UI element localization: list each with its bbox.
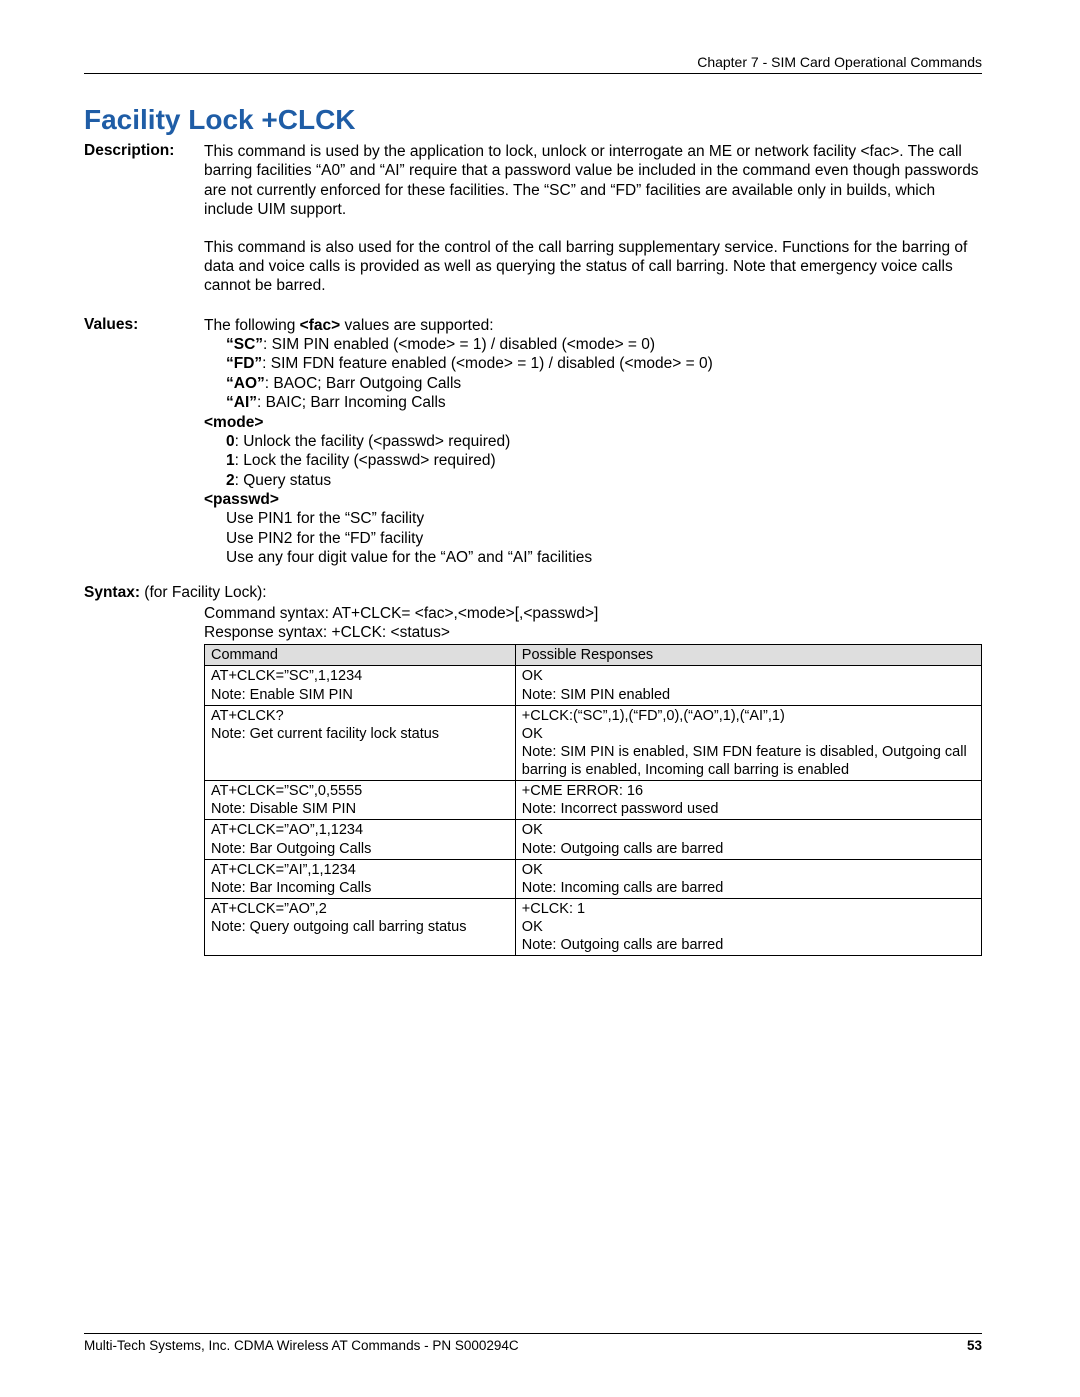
- description-content: This command is used by the application …: [204, 142, 982, 314]
- cell-response: OK Note: Outgoing calls are barred: [515, 820, 981, 859]
- cell-response: +CME ERROR: 16 Note: Incorrect password …: [515, 781, 981, 820]
- chapter-heading: Chapter 7 - SIM Card Operational Command…: [697, 54, 982, 70]
- mode-heading: <mode>: [204, 413, 982, 432]
- cell-command: AT+CLCK? Note: Get current facility lock…: [205, 705, 516, 781]
- syntax-label: Syntax: (for Facility Lock):: [84, 584, 267, 602]
- description-para1: This command is used by the application …: [204, 142, 982, 220]
- cell-command: AT+CLCK=”SC”,0,5555 Note: Disable SIM PI…: [205, 781, 516, 820]
- mode-1: 1: Lock the facility (<passwd> required): [204, 451, 982, 470]
- cell-command: AT+CLCK=”AI”,1,1234 Note: Bar Incoming C…: [205, 859, 516, 898]
- values-intro: The following <fac> values are supported…: [204, 316, 982, 335]
- mode-0: 0: Unlock the facility (<passwd> require…: [204, 432, 982, 451]
- th-responses: Possible Responses: [515, 645, 981, 666]
- cell-response: +CLCK:(“SC”,1),(“FD”,0),(“AO”,1),(“AI”,1…: [515, 705, 981, 781]
- table-row: AT+CLCK=”AO”,2 Note: Query outgoing call…: [205, 898, 982, 955]
- cell-response: OK Note: Incoming calls are barred: [515, 859, 981, 898]
- values-content: The following <fac> values are supported…: [204, 316, 982, 568]
- values-section: Values: The following <fac> values are s…: [84, 316, 982, 568]
- description-section: Description: This command is used by the…: [84, 142, 982, 314]
- cell-command: AT+CLCK=”SC”,1,1234 Note: Enable SIM PIN: [205, 666, 516, 705]
- description-para2: This command is also used for the contro…: [204, 238, 982, 296]
- values-ao: “AO”: BAOC; Barr Outgoing Calls: [204, 374, 982, 393]
- page-number: 53: [967, 1338, 982, 1353]
- values-ai: “AI”: BAIC; Barr Incoming Calls: [204, 393, 982, 412]
- footer-text: Multi-Tech Systems, Inc. CDMA Wireless A…: [84, 1338, 519, 1353]
- command-syntax: Command syntax: AT+CLCK= <fac>,<mode>[,<…: [204, 604, 982, 623]
- values-label: Values:: [84, 316, 204, 568]
- cell-command: AT+CLCK=”AO”,2 Note: Query outgoing call…: [205, 898, 516, 955]
- table-row: AT+CLCK=”SC”,1,1234 Note: Enable SIM PIN…: [205, 666, 982, 705]
- cell-command: AT+CLCK=”AO”,1,1234 Note: Bar Outgoing C…: [205, 820, 516, 859]
- description-label: Description:: [84, 142, 204, 314]
- syntax-body: Command syntax: AT+CLCK= <fac>,<mode>[,<…: [84, 604, 982, 957]
- passwd-heading: <passwd>: [204, 490, 982, 509]
- page-footer: Multi-Tech Systems, Inc. CDMA Wireless A…: [84, 1333, 982, 1353]
- passwd-2: Use PIN2 for the “FD” facility: [204, 529, 982, 548]
- mode-2: 2: Query status: [204, 471, 982, 490]
- values-sc: “SC”: SIM PIN enabled (<mode> = 1) / dis…: [204, 335, 982, 354]
- table-row: AT+CLCK? Note: Get current facility lock…: [205, 705, 982, 781]
- command-table: Command Possible Responses AT+CLCK=”SC”,…: [204, 644, 982, 956]
- passwd-1: Use PIN1 for the “SC” facility: [204, 509, 982, 528]
- syntax-content: Command syntax: AT+CLCK= <fac>,<mode>[,<…: [204, 604, 982, 957]
- table-row: AT+CLCK=”AO”,1,1234 Note: Bar Outgoing C…: [205, 820, 982, 859]
- th-command: Command: [205, 645, 516, 666]
- syntax-section: Syntax: (for Facility Lock):: [84, 584, 982, 602]
- values-fd: “FD”: SIM FDN feature enabled (<mode> = …: [204, 354, 982, 373]
- passwd-3: Use any four digit value for the “AO” an…: [204, 548, 982, 567]
- cell-response: OK Note: SIM PIN enabled: [515, 666, 981, 705]
- response-syntax: Response syntax: +CLCK: <status>: [204, 623, 982, 642]
- header-rule: Chapter 7 - SIM Card Operational Command…: [84, 54, 982, 74]
- page-title: Facility Lock +CLCK: [84, 104, 982, 136]
- table-row: AT+CLCK=”SC”,0,5555 Note: Disable SIM PI…: [205, 781, 982, 820]
- table-row: AT+CLCK=”AI”,1,1234 Note: Bar Incoming C…: [205, 859, 982, 898]
- cell-response: +CLCK: 1 OK Note: Outgoing calls are bar…: [515, 898, 981, 955]
